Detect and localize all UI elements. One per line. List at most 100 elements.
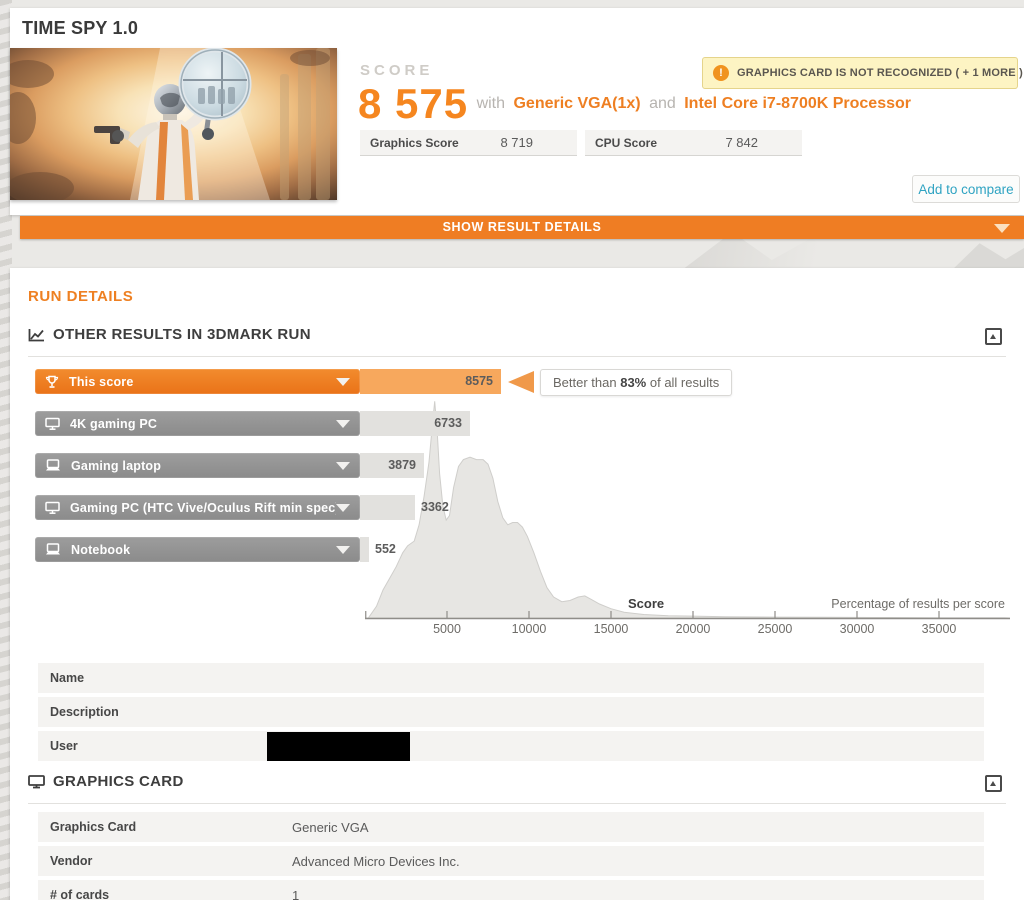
cpu-score-cell: CPU Score 7 842 [585, 130, 802, 156]
comparison-dropdown[interactable]: Gaming laptop [35, 453, 360, 478]
graphics-score-label: Graphics Score [370, 135, 459, 150]
row-label: Vendor [50, 854, 93, 868]
distribution-area [365, 401, 1010, 619]
comparison-row: Notebook 552 [35, 537, 1015, 562]
row-label: Name [50, 671, 85, 685]
divider [28, 803, 1006, 804]
result-summary-card: TIME SPY 1.0 [10, 8, 1024, 215]
chevron-down-icon [994, 224, 1010, 233]
cpu-score-value: 7 842 [725, 135, 758, 150]
table-row: Graphics Card Generic VGA [38, 812, 984, 842]
score-value-label: 3879 [388, 458, 416, 472]
results-distribution-chart: This score 8575 4K gaming PC 6733 Gaming lap… [10, 365, 1024, 655]
laptop-icon [45, 459, 61, 472]
chevron-down-icon [336, 377, 350, 386]
show-result-details-bar[interactable]: SHOW RESULT DETAILS [20, 216, 1024, 239]
redacted-value [267, 732, 410, 761]
graphics-card-title: GRAPHICS CARD [53, 773, 184, 790]
x-axis-tick: 15000 [593, 622, 629, 636]
percentile-callout: Better than 83% of all results [540, 369, 733, 396]
comparison-dropdown[interactable]: Gaming PC (HTC Vive/Oculus Rift min spec… [35, 495, 360, 520]
comparison-dropdown[interactable]: Notebook [35, 537, 360, 562]
x-axis-tick: 5000 [433, 622, 461, 636]
comparison-row: 4K gaming PC 6733 [35, 411, 1015, 436]
with-text: with [476, 95, 506, 112]
score-value-bar: 8575 [360, 369, 501, 394]
table-row: Vendor Advanced Micro Devices Inc. [38, 846, 984, 876]
comparison-label: Gaming PC (HTC Vive/Oculus Rift min spec… [70, 500, 336, 515]
comparison-row: Gaming laptop 3879 [35, 453, 1015, 478]
other-results-title: OTHER RESULTS IN 3DMARK RUN [53, 326, 311, 343]
subscore-table: Graphics Score 8 719 CPU Score 7 842 [360, 130, 802, 156]
table-row: Description [38, 697, 984, 727]
x-axis-tick: 35000 [921, 622, 957, 636]
percentile-value: 83% [620, 375, 647, 390]
desktop-icon [45, 501, 60, 515]
comparison-label: This score [69, 374, 134, 389]
x-axis-tick: 25000 [757, 622, 793, 636]
desktop-icon [45, 417, 60, 431]
comparison-label: 4K gaming PC [70, 416, 158, 431]
line-chart-icon [28, 327, 45, 343]
page-title: TIME SPY 1.0 [22, 18, 139, 38]
row-label: # of cards [50, 888, 110, 900]
run-details-card: RUN DETAILS OTHER RESULTS IN 3DMARK RUN … [10, 268, 1024, 900]
graphics-card-section-header: GRAPHICS CARD [28, 773, 184, 790]
comparison-dropdown[interactable]: This score [35, 369, 360, 394]
row-label: User [50, 739, 78, 753]
graphics-card-warning-badge[interactable]: ! GRAPHICS CARD IS NOT RECOGNIZED ( + 1 … [702, 57, 1023, 89]
chevron-down-icon [336, 419, 350, 428]
row-value: Advanced Micro Devices Inc. [292, 854, 460, 869]
y-axis-description: Percentage of results per score [831, 597, 1005, 611]
timespy-hero-image [10, 48, 337, 200]
warning-text: GRAPHICS CARD IS NOT RECOGNIZED ( + 1 MO… [737, 67, 1023, 79]
collapse-other-results-button[interactable] [985, 328, 1002, 345]
add-to-compare-button[interactable]: Add to compare [912, 175, 1020, 203]
trophy-icon [45, 375, 59, 389]
collapse-graphics-card-button[interactable] [985, 775, 1002, 792]
graphics-score-value: 8 719 [500, 135, 533, 150]
score-value-bar [360, 537, 369, 562]
run-details-heading: RUN DETAILS [28, 288, 134, 305]
score-value-bar: 6733 [360, 411, 470, 436]
row-label: Description [50, 705, 119, 719]
chevron-down-icon [336, 503, 350, 512]
table-row: User [38, 731, 984, 761]
table-row: # of cards 1 [38, 880, 984, 900]
score-value: 8 575 [358, 80, 469, 127]
comparison-row: This score 8575 [35, 369, 1015, 394]
score-value-label: 3362 [421, 500, 449, 514]
score-value-label: 552 [375, 542, 396, 556]
score-line: 8 575 with Generic VGA(1x) and Intel Cor… [358, 80, 998, 128]
cpu-score-label: CPU Score [595, 135, 658, 150]
x-axis-tick: 10000 [511, 622, 547, 636]
distribution-area-chart [365, 401, 1010, 620]
row-value: Generic VGA [292, 820, 369, 835]
x-axis-label: Score [628, 596, 665, 611]
row-value: 1 [292, 888, 300, 900]
callout-arrow-left-icon [508, 371, 534, 393]
cpu-name-link[interactable]: Intel Core i7-8700K Processor [684, 95, 911, 112]
chevron-down-icon [336, 545, 350, 554]
gpu-name-link[interactable]: Generic VGA(1x) [513, 95, 641, 112]
score-value-label: 8575 [465, 374, 493, 388]
divider [28, 356, 1006, 357]
comparison-label: Gaming laptop [71, 458, 162, 473]
score-value-bar: 3879 [360, 453, 424, 478]
score-value-label: 6733 [434, 416, 462, 430]
monitor-icon [28, 774, 45, 789]
graphics-score-cell: Graphics Score 8 719 [360, 130, 577, 156]
row-label: Graphics Card [50, 820, 137, 834]
and-text: and [649, 95, 676, 112]
table-row: Name [38, 663, 984, 693]
x-axis-tick: 20000 [675, 622, 711, 636]
score-label: SCORE [360, 62, 434, 79]
warning-icon: ! [713, 65, 729, 81]
chevron-down-icon [336, 461, 350, 470]
laptop-icon [45, 543, 61, 556]
comparison-dropdown[interactable]: 4K gaming PC [35, 411, 360, 436]
other-results-section-header: OTHER RESULTS IN 3DMARK RUN [28, 326, 311, 343]
show-result-details-label: SHOW RESULT DETAILS [442, 220, 602, 234]
x-axis-tick: 30000 [839, 622, 875, 636]
score-value-bar [360, 495, 415, 520]
